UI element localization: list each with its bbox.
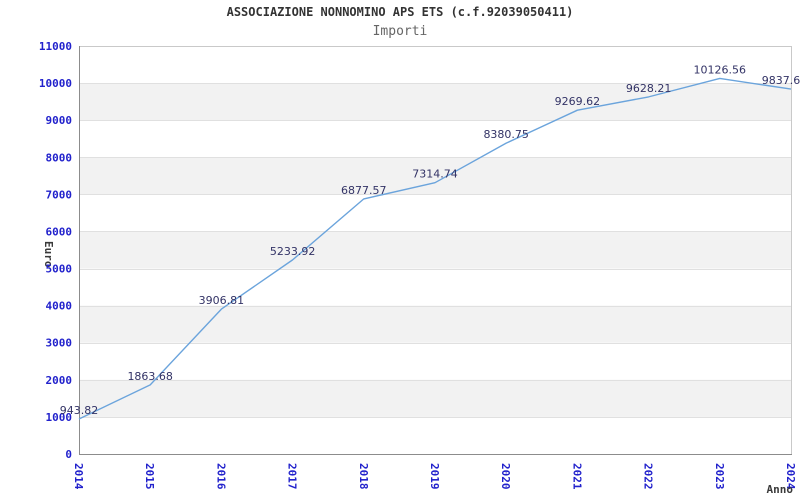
- x-tick-label: 2023: [713, 463, 726, 490]
- plot-band: [79, 305, 791, 343]
- data-point-label: 1863.68: [127, 370, 173, 383]
- data-point-label: 9837.6: [762, 74, 800, 87]
- data-point-label: 3906.81: [199, 294, 245, 307]
- chart-subtitle: Importi: [372, 24, 428, 39]
- y-tick-label: 4000: [46, 300, 73, 313]
- x-tick-label: 2017: [286, 463, 299, 490]
- x-tick-label: 2020: [499, 463, 512, 490]
- y-tick-label: 6000: [46, 225, 73, 238]
- data-point-label: 9269.62: [555, 95, 601, 108]
- x-tick-label: 2014: [72, 463, 85, 490]
- x-tick-label: 2019: [428, 463, 441, 490]
- data-point-label: 10126.56: [694, 63, 747, 76]
- y-tick-label: 9000: [46, 114, 73, 127]
- plot-band: [79, 379, 791, 417]
- y-tick-label: 1000: [46, 411, 73, 424]
- plot-band: [79, 231, 791, 269]
- data-point-label: 5233.92: [270, 245, 316, 258]
- y-tick-label: 2000: [46, 374, 73, 387]
- data-point-label: 9628.21: [626, 82, 672, 95]
- x-axis-title: Anno: [766, 483, 794, 496]
- y-tick-label: 10000: [39, 77, 72, 90]
- x-tick-label: 2024: [784, 463, 797, 490]
- plot-band: [79, 157, 791, 195]
- y-tick-label: 0: [65, 448, 72, 461]
- y-tick-label: 3000: [46, 337, 73, 350]
- x-tick-label: 2021: [570, 463, 583, 490]
- x-tick-label: 2015: [143, 463, 156, 490]
- x-tick-label: 2016: [214, 463, 227, 490]
- data-point-label: 6877.57: [341, 184, 387, 197]
- y-tick-label: 11000: [39, 40, 72, 53]
- y-axis-title: Euro: [42, 241, 55, 268]
- x-tick-label: 2022: [642, 463, 655, 490]
- data-point-label: 8380.75: [483, 128, 529, 141]
- y-tick-label: 5000: [46, 263, 73, 276]
- y-tick-label: 7000: [46, 188, 73, 201]
- plot-band: [79, 83, 791, 121]
- x-tick-label: 2018: [357, 463, 370, 490]
- data-point-label: 7314.74: [412, 168, 458, 181]
- data-line: [78, 77, 792, 420]
- data-point-label: 943.82: [60, 404, 99, 417]
- y-tick-label: 8000: [46, 151, 73, 164]
- chart-title: ASSOCIAZIONE NONNOMINO APS ETS (c.f.9203…: [226, 5, 574, 19]
